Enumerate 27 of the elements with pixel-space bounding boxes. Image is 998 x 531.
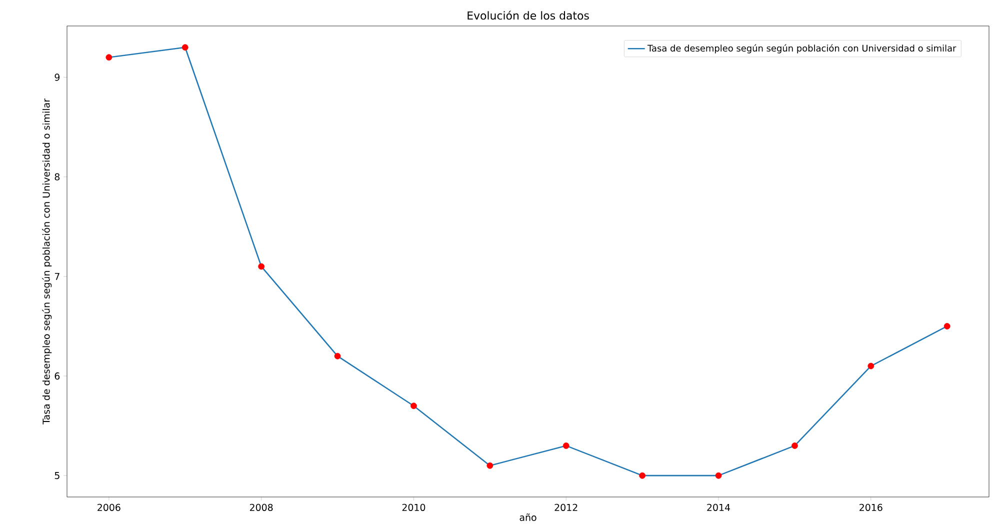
point — [715, 472, 722, 479]
point — [258, 263, 265, 270]
point — [868, 362, 874, 370]
chart-title: Evolución de los datos — [468, 10, 589, 20]
point — [486, 462, 494, 469]
x-tick-label: 2016 — [860, 504, 882, 511]
legend-label: Tasa de desempleo según según población con Universidad o similar — [647, 44, 956, 54]
point — [639, 472, 646, 479]
y-axis-title: Tasa de desempleo según según población con Universidad o similar — [42, 98, 52, 424]
point — [106, 54, 112, 61]
x-axis-title: año — [520, 513, 536, 521]
x-tick-label: 2012 — [554, 504, 578, 511]
x-tick-label: 2006 — [98, 504, 120, 511]
y-tick-label: 5 — [54, 472, 60, 480]
y-tick-label: 8 — [54, 173, 60, 180]
point — [410, 402, 417, 410]
x-tick-label: 2010 — [402, 504, 426, 511]
point — [562, 442, 570, 449]
point — [944, 323, 950, 330]
y-tick-label: 6 — [54, 372, 60, 380]
y-tick-label: 7 — [54, 272, 60, 280]
point — [334, 352, 341, 360]
point — [792, 442, 798, 449]
point — [182, 44, 188, 51]
x-tick-label: 2008 — [250, 504, 273, 511]
y-tick-label: 9 — [54, 74, 60, 81]
x-tick-label: 2014 — [707, 504, 730, 511]
